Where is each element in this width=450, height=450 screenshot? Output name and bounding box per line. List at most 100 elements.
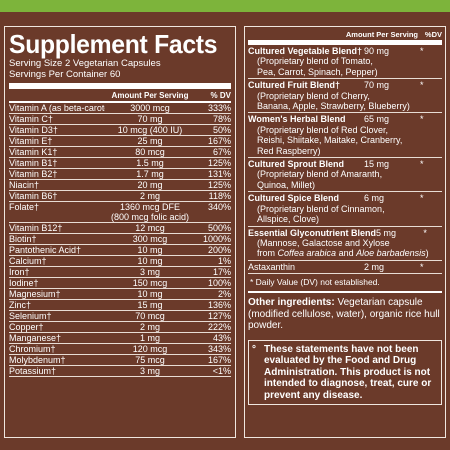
nutrient-amount: 1.7 mg <box>136 169 164 179</box>
blend-name: Cultured Fruit Blend† <box>248 80 340 91</box>
nutrient-row: Potassium† 3 mg <1% <box>9 366 231 377</box>
nutrient-dv: 333% <box>207 103 231 113</box>
nutrient-row: Vitamin B6† 2 mg 118% <box>9 191 231 202</box>
blend-dv: * <box>420 159 424 170</box>
nutrient-dv: 167% <box>207 136 231 146</box>
blends-column-header: Amount Per Serving %DV <box>248 29 442 40</box>
nutrient-name: Zinc† <box>9 300 32 310</box>
nutrient-name: Chromium† <box>9 344 56 354</box>
blend-dv: * <box>420 114 424 125</box>
blend-amount: 90 mg <box>364 46 390 56</box>
blend-amount: 15 mg <box>364 159 390 170</box>
nutrient-dv: 125% <box>207 158 231 168</box>
panel-title: Supplement Facts <box>9 29 218 59</box>
blend-description: (Proprietary blend of Red Clover, <box>257 124 389 135</box>
disclaimer-mark: ° <box>252 343 256 355</box>
nutrient-name: Molybdenum† <box>9 355 66 365</box>
nutrient-dv: 127% <box>207 311 231 321</box>
nutrient-row: Iron† 3 mg 17% <box>9 267 231 278</box>
other-ingredients-text: Vegetarian capsule (modified cellulose, … <box>248 297 440 332</box>
nutrient-dv: 136% <box>207 300 231 310</box>
nutrient-row: Pantothenic Acid† 10 mg 200% <box>9 245 231 256</box>
nutrient-name: Manganese† <box>9 333 62 343</box>
blend-description: (Proprietary blend of Tomato, <box>257 56 373 67</box>
nutrient-amount: 3 mg <box>139 366 160 376</box>
dv-header: % DV <box>210 91 231 100</box>
blend-description: (Proprietary blend of Amaranth, <box>257 169 383 180</box>
header-divider <box>9 101 231 103</box>
nutrient-dv: 131% <box>207 169 231 179</box>
nutrient-dv: 17% <box>212 267 231 277</box>
nutrient-dv: 100% <box>207 278 231 288</box>
thick-divider <box>9 83 231 89</box>
nutrient-amount: 12 mcg <box>135 223 165 233</box>
blend-description: Pea, Carrot, Spinach, Pepper) <box>257 66 378 77</box>
blend-description: Reishi, Shiitake, Maitake, Cranberry, <box>257 135 403 146</box>
nutrient-dv: 78% <box>212 114 231 124</box>
nutrient-amount: 300 mcg <box>132 234 168 244</box>
nutrient-amount: 70 mg <box>137 114 163 124</box>
nutrient-name: Vitamin B2† <box>9 169 58 179</box>
nutrient-dv: <1% <box>212 366 231 376</box>
nutrient-amount: 70 mcg <box>135 311 165 321</box>
nutrient-row: Niacin† 20 mg 125% <box>9 180 231 191</box>
blends-dv-header: %DV <box>424 30 442 39</box>
blend-name: Women's Herbal Blend <box>248 114 346 125</box>
nutrient-row: Copper† 2 mg 222% <box>9 322 231 333</box>
nutrient-amount-line: 1360 mcg DFE <box>119 202 181 212</box>
nutrient-amount: 1.5 mg <box>136 158 164 168</box>
nutrient-dv: 125% <box>207 180 231 190</box>
blend-row: Cultured Spice Blend 6 mg * (Proprietary bl… <box>248 192 442 227</box>
blend-amount: 6 mg <box>364 193 385 204</box>
nutrient-name: Vitamin E† <box>9 136 53 146</box>
nutrient-name: Vitamin B1† <box>9 158 58 168</box>
blends-thick-divider <box>248 40 442 45</box>
nutrient-amount: 15 mg <box>137 300 163 310</box>
nutrient-name: Selenium† <box>9 311 52 321</box>
nutrient-dv: 200% <box>207 245 231 255</box>
nutrient-name: Pantothenic Acid† <box>9 245 82 255</box>
nutrient-row: Vitamin B2† 1.7 mg 131% <box>9 169 231 180</box>
nutrient-amount: 80 mcg <box>135 147 165 157</box>
blend-name: Cultured Vegetable Blend† <box>248 46 363 56</box>
nutrient-name: Magnesium† <box>9 289 61 299</box>
nutrient-amount: 150 mcg <box>132 278 168 288</box>
nutrient-amount: 2 mg <box>364 261 385 272</box>
nutrient-dv: 343% <box>207 344 231 354</box>
nutrient-name: Potassium† <box>9 366 57 376</box>
nutrient-row: Calcium† 10 mg 1% <box>9 256 231 267</box>
other-ingredients: Other ingredients: Vegetarian capsule (m… <box>248 291 442 338</box>
nutrient-dv: 67% <box>212 147 231 157</box>
blends-amount-header: Amount Per Serving <box>345 30 418 39</box>
nutrient-dv: 50% <box>212 125 231 135</box>
nutrient-dv: 2% <box>217 289 231 299</box>
blend-name: Cultured Spice Blend <box>248 193 340 204</box>
nutrient-dv: 118% <box>208 191 231 201</box>
nutrient-amount-note: (800 mcg folic acid) <box>110 212 190 222</box>
nutrient-amount: 75 mcg <box>135 355 165 365</box>
blend-row: Cultured Fruit Blend† 70 mg * (Proprietary … <box>248 79 442 114</box>
nutrient-row: Magnesium† 10 mg 2% <box>9 289 231 300</box>
nutrient-list: Vitamin A (as beta-carotene) 3000 mcg 333%… <box>9 103 231 377</box>
blend-dv: * <box>420 193 424 204</box>
blend-row: Essential Glyconutrient Blend 5 mg * (Manno… <box>248 227 442 261</box>
blend-description: from Coffea arabica and Aloe barbadensis… <box>257 248 429 259</box>
nutrient-row: Vitamin K1† 80 mcg 67% <box>9 147 231 158</box>
nutrient-row: Vitamin C† 70 mg 78% <box>9 114 231 125</box>
nutrient-row: Iodine† 150 mcg 100% <box>9 278 231 289</box>
nutrient-amount: 10 mg <box>137 245 163 255</box>
nutrient-amount: 1360 mcg DFE (800 mcg folic acid) <box>105 202 195 222</box>
nutrient-amount: 10 mg <box>137 256 163 266</box>
blend-list: Cultured Vegetable Blend† 90 mg * (Propriet… <box>248 45 442 261</box>
serving-size: Serving Size 2 Vegetarian Capsules <box>9 58 161 69</box>
nutrient-amount: 3 mg <box>139 267 160 277</box>
blend-description: (Proprietary blend of Cinnamon, <box>257 203 385 214</box>
astaxanthin-row: Astaxanthin 2 mg * <box>248 261 442 275</box>
blend-description: Allspice, Clove) <box>257 214 320 225</box>
nutrient-row: Biotin† 300 mcg 1000% <box>9 234 231 245</box>
nutrient-row: Manganese† 1 mg 43% <box>9 333 231 344</box>
nutrient-name: Vitamin A (as beta-carotene) <box>9 103 105 113</box>
supplement-facts-panel: Supplement Facts Serving Size 2 Vegetari… <box>4 26 236 438</box>
blend-row: Women's Herbal Blend 65 mg * (Proprietary b… <box>248 113 442 159</box>
blend-description: Red Raspberry) <box>257 145 321 156</box>
